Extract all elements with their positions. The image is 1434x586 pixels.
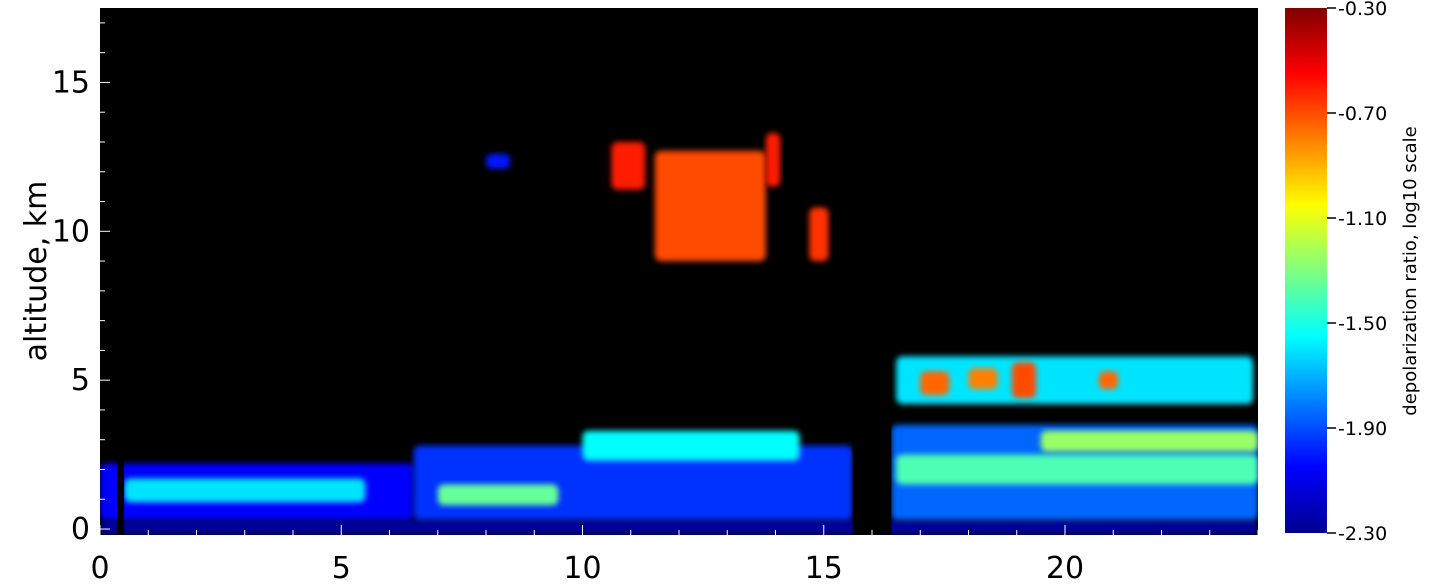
colorbar-tick-label: -0.70	[1338, 103, 1387, 125]
y-tick-label: 10	[52, 214, 90, 249]
heatmap-cell	[1011, 362, 1037, 399]
heatmap-cell	[486, 153, 511, 169]
y-tick-label: 15	[52, 65, 90, 100]
y-tick-label: 5	[71, 363, 90, 398]
y-tick-label: 0	[71, 512, 90, 547]
colorbar-tick-label: -1.10	[1338, 208, 1387, 230]
heatmap-cell	[1098, 371, 1119, 390]
colorbar-label: depolarization ratio, log10 scale	[1400, 126, 1421, 415]
heatmap-cell	[654, 150, 766, 262]
heatmap-cell	[920, 371, 950, 396]
x-tick-label: 15	[805, 551, 843, 586]
colorbar-axis: -2.30 -1.90 -1.50 -1.10 -0.70 -0.30	[1327, 0, 1387, 545]
colorbar-tick-label: -1.90	[1338, 418, 1387, 440]
x-tick-label: 5	[332, 551, 351, 586]
x-tick-label: 10	[563, 551, 601, 586]
heatmap-cell	[437, 484, 559, 506]
colorbar-tick-label: -2.30	[1338, 523, 1387, 545]
heatmap-cell	[896, 454, 1258, 485]
colorbar	[1285, 8, 1327, 533]
x-tick-label: 0	[90, 551, 109, 586]
x-axis: 0 5 10 15 20	[90, 525, 1259, 586]
heatmap-cell	[1040, 430, 1258, 452]
colorbar-tick-label: -0.30	[1338, 0, 1387, 20]
heatmap-cell	[968, 368, 998, 390]
colorbar-tick-label: -1.50	[1338, 313, 1387, 335]
y-axis-label: altitude, km	[19, 181, 54, 362]
heatmap-cell	[809, 207, 829, 262]
heatmap-cell	[582, 430, 800, 461]
data-gaps	[116, 8, 892, 535]
heatmap-cell	[611, 141, 646, 190]
data-gap	[116, 8, 125, 535]
x-tick-label: 20	[1046, 551, 1084, 586]
heatmap-cell	[124, 478, 366, 503]
heatmap-cell	[765, 133, 781, 187]
data-gap	[852, 8, 892, 535]
y-axis: 0 5 10 15	[52, 22, 110, 547]
heatmap-cell	[896, 356, 1254, 404]
heatmap-cells	[100, 133, 1258, 535]
